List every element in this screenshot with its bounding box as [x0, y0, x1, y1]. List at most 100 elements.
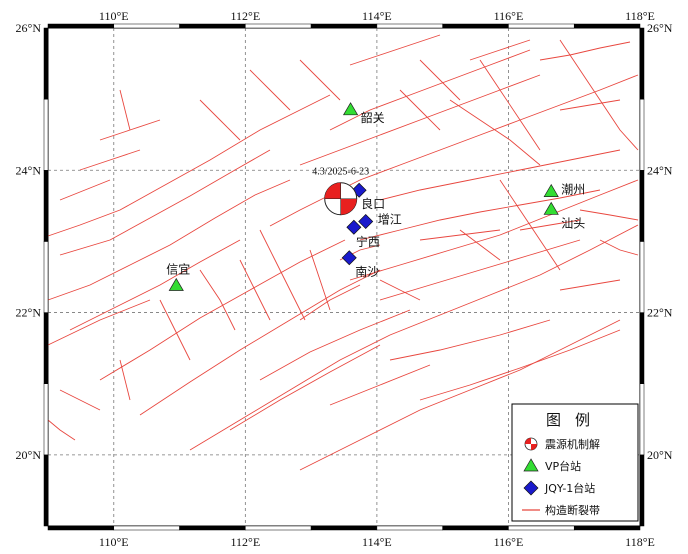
frame-bar: [43, 312, 49, 384]
lat-tick-label: 26°N: [16, 21, 42, 35]
fault-line: [299, 284, 361, 321]
fault-line: [199, 269, 236, 331]
diamond-icon: [341, 250, 357, 266]
frame-bar: [310, 525, 378, 531]
lon-tick-label: 114°E: [362, 535, 392, 549]
jqy-station-label: 良口: [361, 196, 385, 211]
fault-line: [399, 89, 441, 131]
frame-bar: [376, 23, 443, 29]
fault-line: [329, 49, 531, 131]
fault-line: [379, 149, 621, 201]
legend-label-jqy: JQY-1台站: [544, 481, 595, 495]
lon-tick-label: 112°E: [230, 535, 260, 549]
legend-item-fault: 构造断裂带: [522, 503, 600, 517]
frame-bar: [179, 525, 246, 531]
fault-line: [419, 59, 461, 101]
frame-bar: [43, 27, 49, 100]
triangle-icon: [543, 201, 559, 215]
fault-line: [299, 319, 621, 471]
fault-line: [419, 329, 621, 401]
fault-line: [419, 229, 501, 241]
fault-line: [259, 229, 306, 321]
fault-line: [59, 179, 111, 201]
jqy-station: 宁西: [346, 219, 380, 249]
fault-line: [47, 419, 76, 441]
lat-tick-label: 26°N: [647, 21, 673, 35]
frame-bar: [573, 525, 641, 531]
frame-bar: [639, 383, 645, 456]
jqy-station: 南沙: [341, 250, 379, 279]
lat-tick-label: 24°N: [16, 163, 42, 177]
vp-station: 潮州: [543, 182, 585, 197]
legend-item-beachball: 震源机制解: [524, 437, 600, 451]
lat-tick-label: 22°N: [16, 306, 42, 320]
vp-station-label: 韶关: [361, 110, 385, 125]
jqy-station-label: 南沙: [355, 264, 379, 279]
fault-line: [59, 389, 101, 411]
diamond-icon: [358, 214, 374, 230]
fault-line: [47, 299, 151, 346]
vp-station-label: 潮州: [561, 182, 585, 197]
fault-line: [47, 94, 331, 237]
lat-tick-label: 22°N: [647, 306, 673, 320]
frame-bar: [376, 525, 443, 531]
fault-line: [329, 364, 431, 406]
fault-line: [259, 309, 411, 381]
lon-tick-label: 110°E: [99, 535, 129, 549]
frame-bar: [639, 312, 645, 384]
triangle-icon: [543, 183, 559, 197]
frame-bar: [573, 23, 641, 29]
frame-bar: [43, 383, 49, 456]
lon-tick-label: 110°E: [99, 9, 129, 23]
fault-line: [349, 34, 441, 66]
jqy-station-label: 宁西: [356, 234, 380, 249]
frame-bar: [245, 23, 312, 29]
frame-bar: [639, 454, 645, 527]
event-label: 4.3/2025-6-23: [312, 167, 369, 178]
legend-label-beachball: 震源机制解: [545, 437, 600, 451]
fault-line: [269, 74, 639, 227]
fault-line: [119, 359, 131, 401]
lat-tick-label: 20°N: [647, 448, 673, 462]
fault-lines: [47, 34, 639, 471]
fault-line: [299, 59, 341, 101]
vp-station-label: 信宜: [166, 262, 190, 277]
lon-tick-label: 118°E: [625, 535, 655, 549]
diamond-icon: [523, 480, 539, 496]
frame-bar: [639, 98, 645, 171]
fault-line: [99, 119, 161, 141]
frame-bar: [442, 23, 509, 29]
legend-label-vp: VP台站: [545, 459, 581, 473]
frame-bar: [113, 23, 180, 29]
frame-bar: [47, 23, 115, 29]
frame-bar: [442, 525, 509, 531]
vp-station: 信宜: [166, 262, 190, 291]
fault-line: [99, 239, 346, 381]
fault-line: [449, 99, 541, 166]
fault-line: [389, 319, 551, 361]
fault-line: [559, 279, 621, 291]
frame-bar: [43, 170, 49, 242]
frame-ticks: [43, 23, 645, 531]
lat-tick-label: 24°N: [647, 163, 673, 177]
lon-tick-label: 112°E: [230, 9, 260, 23]
fault-line: [69, 239, 241, 331]
fault-line: [559, 99, 621, 111]
triangle-icon: [342, 102, 359, 116]
beachball-icon: [524, 437, 538, 451]
vp-station: 韶关: [342, 102, 385, 125]
fault-line: [139, 269, 381, 416]
frame-bar: [508, 23, 575, 29]
triangle-icon: [523, 458, 539, 472]
fault-line: [599, 239, 639, 256]
fault-line: [359, 189, 601, 241]
fault-line: [79, 149, 141, 171]
lat-tick-label: 20°N: [16, 448, 42, 462]
fault-line: [229, 344, 381, 431]
frame-bar: [43, 241, 49, 313]
focal-mechanism: 4.3/2025-6-23: [312, 167, 369, 216]
legend-title: 图例: [546, 411, 604, 429]
fault-line: [459, 229, 501, 261]
frame-bar: [47, 525, 115, 531]
